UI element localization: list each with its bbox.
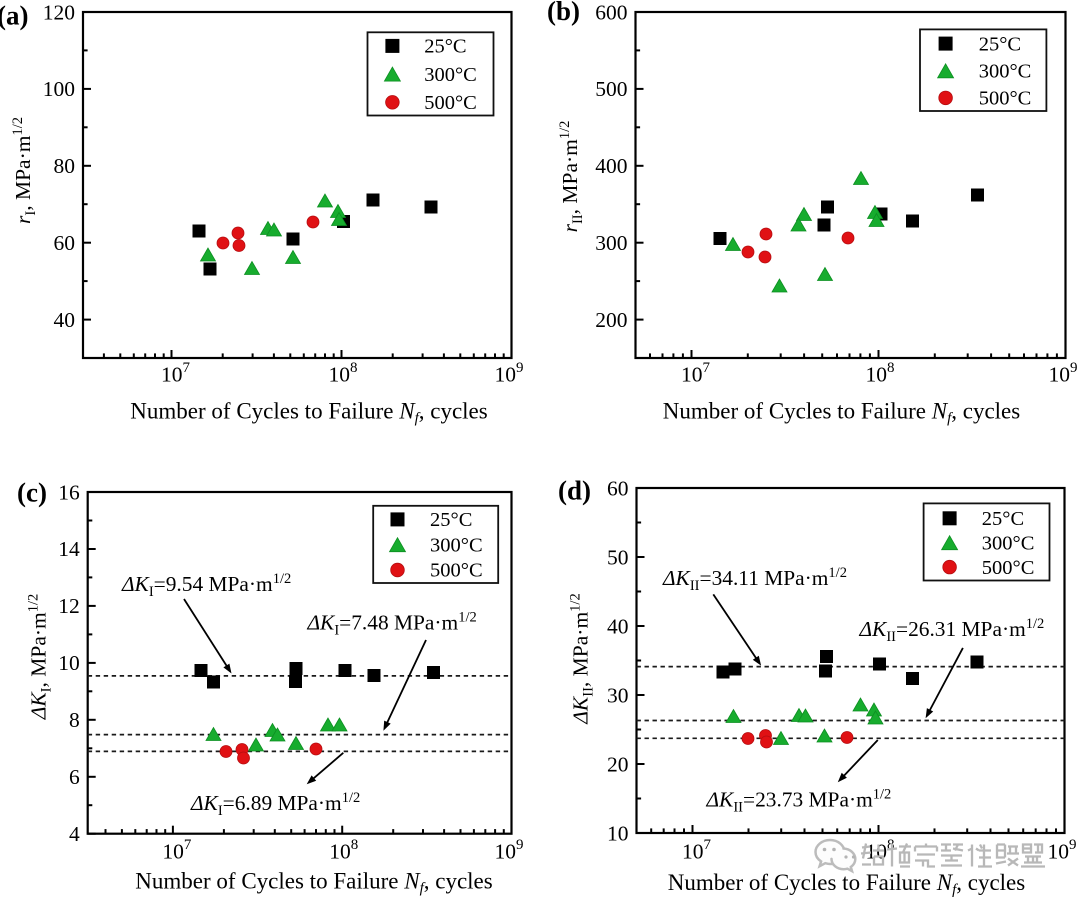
svg-text:40: 40 — [607, 614, 629, 638]
svg-text:500°C: 500°C — [430, 560, 483, 582]
svg-text:300: 300 — [595, 231, 627, 255]
svg-text:300°C: 300°C — [424, 64, 477, 86]
svg-text:ΔKII=23.73 MPa·m1/2: ΔKII=23.73 MPa·m1/2 — [706, 787, 892, 816]
svg-text:6: 6 — [69, 765, 80, 789]
svg-text:500°C: 500°C — [979, 88, 1032, 110]
svg-text:16: 16 — [58, 480, 80, 504]
svg-text:4: 4 — [69, 822, 80, 846]
svg-text:(c): (c) — [17, 478, 47, 508]
svg-text:108: 108 — [866, 360, 895, 387]
svg-text:25°C: 25°C — [424, 36, 466, 58]
svg-text:ΔKI=9.54 MPa·m1/2: ΔKI=9.54 MPa·m1/2 — [121, 571, 291, 600]
svg-text:Number of Cycles to Failure Nf: Number of Cycles to Failure Nf, cycles — [135, 869, 492, 897]
svg-text:ΔKII=26.31 MPa·m1/2: ΔKII=26.31 MPa·m1/2 — [859, 616, 1045, 645]
svg-text:25°C: 25°C — [979, 33, 1021, 55]
svg-text:100: 100 — [43, 77, 75, 101]
svg-text:12: 12 — [58, 594, 80, 618]
svg-text:10: 10 — [607, 821, 629, 845]
svg-text:rII, MPa·m1/2: rII, MPa·m1/2 — [557, 121, 586, 233]
svg-text:(d): (d) — [558, 476, 591, 506]
svg-text:10: 10 — [58, 651, 80, 675]
svg-text:400: 400 — [595, 154, 627, 178]
svg-text:30: 30 — [607, 683, 629, 707]
svg-text:Number of Cycles to Failure Nf: Number of Cycles to Failure Nf, cycles — [663, 399, 1020, 427]
svg-text:25°C: 25°C — [982, 508, 1024, 530]
svg-text:120: 120 — [43, 0, 75, 24]
svg-text:8: 8 — [69, 708, 80, 732]
svg-text:Number of Cycles to Failure Nf: Number of Cycles to Failure Nf, cycles — [668, 870, 1025, 898]
svg-text:200: 200 — [595, 308, 627, 332]
svg-text:300°C: 300°C — [430, 534, 483, 556]
svg-text:50: 50 — [607, 545, 629, 569]
svg-text:14: 14 — [58, 537, 80, 561]
svg-text:80: 80 — [54, 154, 76, 178]
svg-text:ΔKII, MPa·m1/2: ΔKII, MPa·m1/2 — [568, 593, 597, 724]
svg-text:(b): (b) — [547, 0, 580, 26]
svg-text:25°C: 25°C — [430, 509, 472, 531]
svg-text:600: 600 — [595, 0, 627, 24]
svg-text:40: 40 — [54, 308, 76, 332]
svg-text:60: 60 — [54, 231, 76, 255]
svg-text:ΔKII=34.11 MPa·m1/2: ΔKII=34.11 MPa·m1/2 — [662, 565, 847, 594]
svg-text:500°C: 500°C — [982, 557, 1035, 579]
svg-text:ΔKI=6.89 MPa·m1/2: ΔKI=6.89 MPa·m1/2 — [190, 790, 360, 819]
svg-text:300°C: 300°C — [982, 532, 1035, 554]
svg-text:60: 60 — [607, 476, 629, 500]
svg-text:20: 20 — [607, 752, 629, 776]
svg-text:300°C: 300°C — [979, 61, 1032, 83]
svg-text:rI, MPa·m1/2: rI, MPa·m1/2 — [10, 117, 39, 224]
svg-text:ΔKI=7.48 MPa·m1/2: ΔKI=7.48 MPa·m1/2 — [307, 610, 477, 639]
svg-text:500°C: 500°C — [424, 92, 477, 114]
svg-text:Number of Cycles to Failure Nf: Number of Cycles to Failure Nf, cycles — [130, 399, 487, 427]
svg-text:ΔKI, MPa·m1/2: ΔKI, MPa·m1/2 — [26, 594, 55, 721]
svg-text:500: 500 — [595, 77, 627, 101]
svg-text:(a): (a) — [0, 1, 28, 31]
